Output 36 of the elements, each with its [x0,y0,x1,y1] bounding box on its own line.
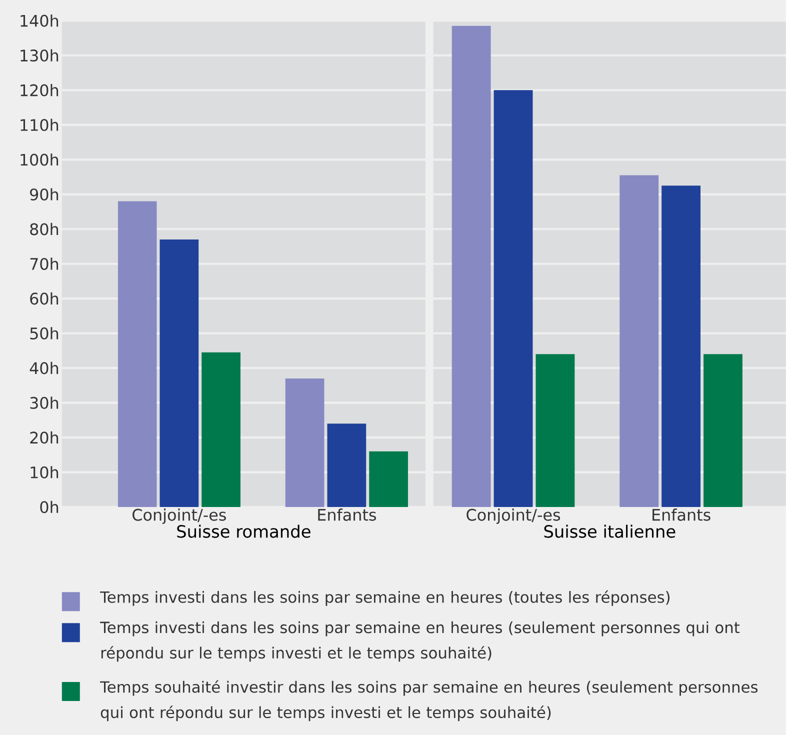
x-tick-label: Conjoint/-es [132,508,226,524]
y-tick-label: 0h [40,500,58,514]
bar [118,201,157,507]
x-tick-label: Enfants [652,508,710,521]
y-tick-label: 60h [30,292,58,305]
y-tick-label: 50h [30,327,58,340]
bar [620,175,659,507]
y-tick-label: 90h [30,188,58,201]
y-tick-label: 20h [30,431,58,444]
x-axis-title: Suisse italienne [544,524,676,538]
x-tick-label: Conjoint/-es [466,508,560,524]
y-tick-label: 140h [20,14,58,27]
bar [662,186,701,507]
bar [160,240,199,507]
bar [285,378,324,507]
bar [452,26,491,507]
x-tick-label: Enfants [318,508,376,521]
bar [369,451,408,507]
y-tick-label: 30h [30,396,58,409]
y-tick-label: 40h [30,362,58,374]
y-tick-label: 130h [20,49,58,62]
y-tick-label: 110h [20,118,58,132]
legend-label: Temps souhaité investir dans les soins par semaine en heures (seulement personnes qui ont répondu sur le temps investi et le temps souhaité) [100,680,758,722]
y-tick-label: 70h [30,258,58,270]
bar [704,354,742,507]
bar [202,352,240,507]
bar [494,90,533,507]
y-tick-label: 100h [20,153,58,166]
x-axis-title: Suisse romande [177,524,310,538]
y-tick-label: 10h [30,466,58,478]
legend-label: Temps investi dans les soins par semaine en heures (toutes les réponses) [100,590,670,606]
y-tick-label: 120h [20,84,58,96]
y-tick-label: 80h [30,222,58,236]
bar [536,354,575,507]
legend-label: Temps investi dans les soins par semaine en heures (seulement personnes qui ont répondu sur le temps investi et le temps souhaité) [100,621,740,662]
bar [327,424,366,507]
